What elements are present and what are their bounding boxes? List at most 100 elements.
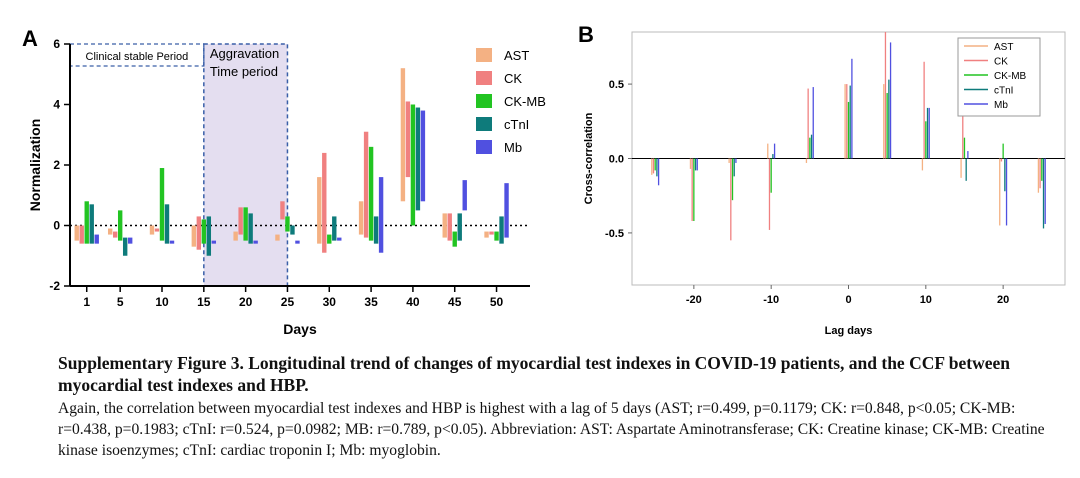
bar-ck-day-20 [238,207,243,235]
bar-ck-day-15 [196,216,202,250]
legend-label-mb: Mb [504,140,522,155]
bar-mb-day-50 [504,183,509,238]
y-axis-title: Normalization [27,119,43,212]
legend-swatch-ck-mb [476,94,492,108]
bar-ck-mb-day-30 [327,234,332,244]
bar-ast-day-1 [74,225,79,241]
y-axis-title: Cross-correlation [583,112,595,204]
bar-ck-day-35 [363,131,369,238]
y-tick-label: 0.0 [609,154,624,166]
aggravation-period-box [203,43,289,287]
legend-label-ast: AST [994,42,1013,53]
x-tick-label: 10 [920,294,932,306]
bar-ast-day-10 [149,225,155,235]
bar-ck-day-50 [489,231,494,235]
x-tick-label: -20 [686,294,702,306]
bar-ctni-day-25 [290,225,295,235]
legend-label-ast: AST [504,48,529,63]
legend-label-mb: Mb [994,100,1008,111]
clinical-stable-period-box [69,43,205,67]
figure-caption: Supplementary Figure 3. Longitudinal tre… [58,352,1068,461]
bar-mb-day-1 [94,234,99,244]
x-tick-label: 25 [281,295,295,309]
bar-ctni-day-5 [122,237,128,256]
bar-ctni-day-30 [332,216,337,241]
x-axis-title: Lag days [825,325,873,337]
annotation-clinical-stable: Clinical stable Period [86,51,189,63]
bar-ast-day-5 [107,228,113,235]
legend-swatch-ast [476,48,492,62]
legend-label-ck: CK [504,71,522,86]
legend-label-ck-mb: CK-MB [994,71,1027,82]
panel-letter-b: B [578,22,594,47]
bar-ast-day-50 [484,231,489,238]
legend-label-ctni: cTnI [504,117,529,132]
bar-ctni-day-40 [415,107,421,211]
x-tick-label: 50 [490,295,504,309]
bar-ctni-day-20 [248,213,253,244]
bar-ctni-day-1 [89,204,94,244]
bar-mb-day-35 [378,177,384,253]
bar-mb-day-20 [253,240,258,244]
caption-body: Again, the correlation between myocardia… [58,400,1045,459]
bar-ctni-day-35 [373,216,379,244]
x-tick-label: 20 [997,294,1009,306]
legend-label-ck: CK [994,57,1008,68]
bar-mb-day-45 [462,180,467,211]
bar-ck-mb-day-1 [84,201,89,244]
panel-b-svg: -0.5 0.0 0.5 -20 -10 0 10 20 Lag days Cross-corre… [578,22,1066,337]
bar-ctni-day-45 [457,213,462,241]
bar-ctni-day-10 [164,204,170,244]
bar-ck-day-10 [154,228,160,232]
bar-ck-mb-day-25 [285,216,290,232]
panel-letter-a: A [22,26,38,51]
caption-title: Supplementary Figure 3. Longitudinal tre… [58,353,1010,395]
bar-mb-day-40 [420,110,426,202]
bar-ast-day-35 [358,201,364,235]
x-tick-label: 30 [323,295,337,309]
legend-swatch-ck [476,71,492,85]
legend-swatch-mb [476,140,492,154]
bar-ck-day-30 [322,152,327,253]
y-tick-label: 0 [53,219,60,233]
annotation-aggravation: Aggravation [210,46,279,61]
x-tick-label: -10 [763,294,779,306]
y-tick-label: 4 [53,98,60,112]
y-tick-label: -2 [49,279,60,293]
x-tick-label: 15 [197,295,211,309]
bar-ck-mb-day-35 [368,146,374,241]
panel-b-chart: -0.5 0.0 0.5 -20 -10 0 10 20 Lag days Cross-corre… [570,0,1075,345]
legend-box [957,37,1041,117]
x-tick-label: 20 [239,295,253,309]
bar-ck-mb-day-5 [117,210,123,241]
bar-ck-day-45 [447,213,452,241]
annotation-time-period: Time period [210,64,278,79]
y-tick-label: 2 [53,158,60,172]
bar-ck-mb-day-20 [243,207,248,241]
x-tick-label: 35 [364,295,378,309]
bar-ck-mb-day-50 [494,231,499,241]
bar-mb-day-25 [295,240,300,244]
bar-ck-mb-day-15 [201,219,207,244]
bar-ck-day-40 [405,101,411,178]
y-tick-label: 0.5 [609,79,624,91]
bar-mb-day-10 [169,240,175,244]
y-tick-label: 6 [53,37,60,51]
legend-label-ck-mb: CK-MB [504,94,546,109]
bar-ast-day-15 [191,225,197,247]
bar-ck-mb-day-45 [452,231,457,247]
x-tick-label: 40 [406,295,420,309]
legend-label-ctni: cTnI [994,86,1013,97]
legend-swatch-ctni [476,117,492,131]
bar-ck-day-25 [280,201,285,220]
bar-ast-day-40 [400,68,406,202]
panel-a-chart: -2 0 2 4 6 1 5 10 15 20 25 30 35 40 45 50 Days Normalizat… [0,0,560,345]
bar-ck-mb-day-40 [410,104,416,226]
bar-ck-mb-day-10 [159,168,165,241]
x-tick-label: 10 [155,295,169,309]
x-tick-label: 5 [117,295,124,309]
bar-mb-day-30 [337,237,342,241]
x-tick-label: 45 [448,295,462,309]
bar-ck-day-5 [112,231,118,238]
